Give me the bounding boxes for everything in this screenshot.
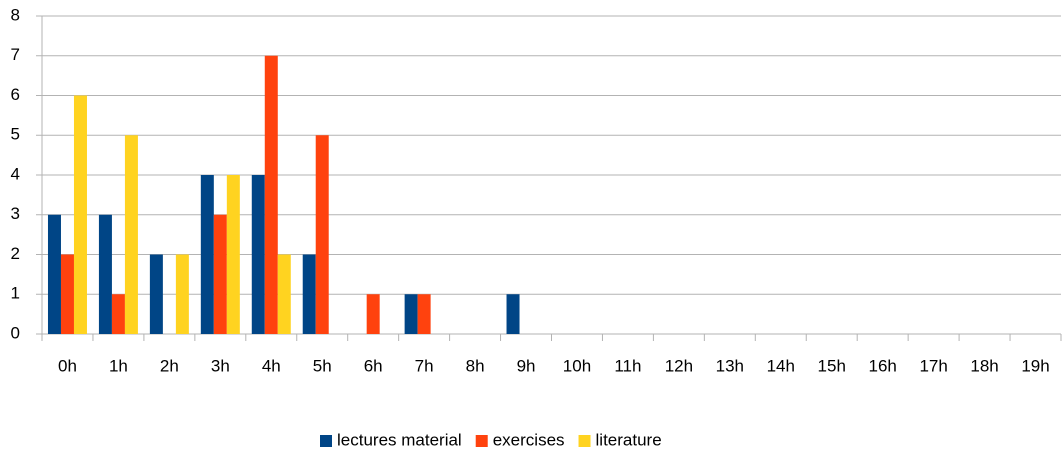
x-tick-label: 13h	[716, 356, 744, 375]
x-tick-label: 14h	[767, 356, 795, 375]
y-tick-label: 2	[11, 244, 20, 263]
bar	[366, 294, 380, 334]
y-tick-label: 5	[11, 125, 20, 144]
bar	[226, 175, 240, 334]
bar	[175, 254, 189, 334]
bar	[506, 294, 520, 334]
y-tick-label: 3	[11, 204, 20, 223]
bar	[98, 214, 112, 334]
x-tick-label: 8h	[466, 356, 485, 375]
x-tick-label: 3h	[211, 356, 230, 375]
y-tick-label: 4	[11, 164, 20, 183]
x-tick-label: 18h	[970, 356, 998, 375]
bar	[302, 254, 316, 334]
y-tick-label: 6	[11, 85, 20, 104]
legend-swatch	[475, 435, 488, 447]
bar	[60, 254, 74, 334]
legend-label: lectures material	[337, 430, 462, 449]
legend-label: exercises	[493, 430, 565, 449]
x-tick-label: 17h	[919, 356, 947, 375]
bar	[47, 214, 61, 334]
x-tick-label: 7h	[415, 356, 434, 375]
x-tick-label: 15h	[818, 356, 846, 375]
bar	[149, 254, 163, 334]
x-tick-label: 9h	[517, 356, 536, 375]
bar	[251, 175, 265, 334]
bar	[315, 135, 329, 334]
x-tick-label: 6h	[364, 356, 383, 375]
x-tick-label: 16h	[868, 356, 896, 375]
x-tick-label: 5h	[313, 356, 332, 375]
x-tick-label: 10h	[563, 356, 591, 375]
bar	[417, 294, 431, 334]
bar	[124, 135, 138, 334]
legend-swatch	[320, 435, 332, 447]
x-tick-label: 19h	[1021, 356, 1049, 375]
bar	[277, 254, 291, 334]
y-tick-label: 1	[11, 284, 20, 303]
bar	[111, 294, 125, 334]
y-tick-label: 8	[11, 5, 20, 24]
bar	[200, 175, 214, 334]
bar	[264, 55, 278, 334]
x-tick-label: 4h	[262, 356, 281, 375]
x-tick-label: 0h	[58, 356, 77, 375]
x-tick-label: 1h	[109, 356, 128, 375]
y-tick-label: 0	[11, 323, 20, 342]
x-tick-label: 11h	[614, 356, 641, 375]
x-tick-label: 12h	[665, 356, 693, 375]
bar	[213, 214, 227, 334]
y-tick-label: 7	[11, 45, 20, 64]
legend-label: literature	[596, 430, 662, 449]
legend-swatch	[578, 435, 591, 447]
bar	[73, 95, 87, 334]
bar	[404, 294, 418, 334]
x-tick-label: 2h	[160, 356, 179, 375]
